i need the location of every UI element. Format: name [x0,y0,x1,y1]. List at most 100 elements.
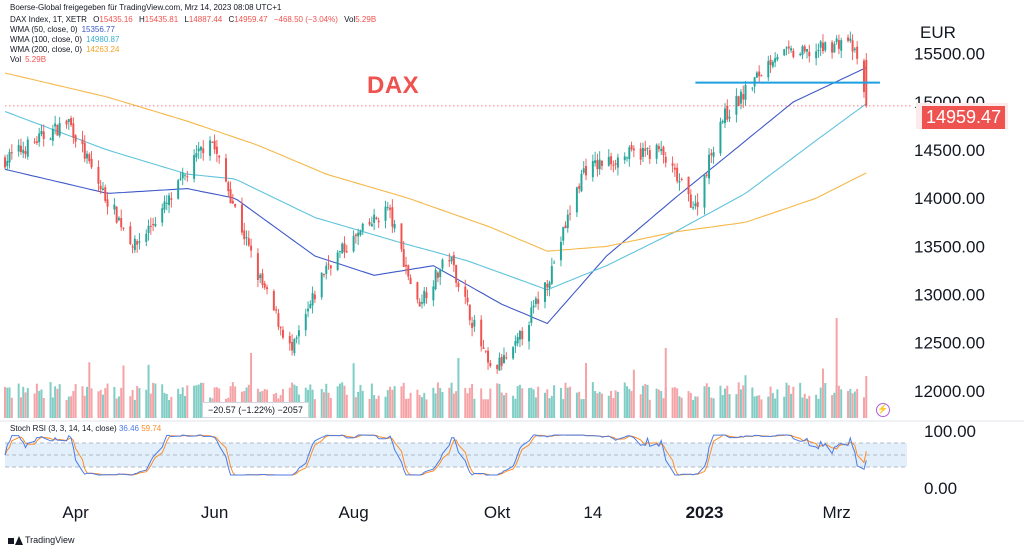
volume-bar [400,386,403,418]
candle-body [288,336,291,344]
candle-body [744,85,747,100]
indicator-legend-wma50[interactable]: WMA (50, close, 0) 15356.77 [10,25,119,35]
rsi-legend[interactable]: Stoch RSI (3, 3, 14, 14, close) 36.46 59… [10,424,162,433]
volume-bar [439,387,442,418]
candle-body [266,287,269,290]
volume-bar [54,386,57,418]
y-tick-label: 15500.00 [914,45,985,64]
volume-bar [373,395,376,418]
candle-body [19,145,22,153]
indicator-legend-vol[interactable]: Vol 5.29B [10,55,50,65]
candle-body [712,152,715,157]
volume-bar [393,386,396,418]
volume-bar [719,385,722,418]
volume-bar [641,385,644,418]
stoch-rsi-k-line [4,434,867,476]
candle-body [808,51,811,57]
volume-bar [487,399,490,418]
candle-body [65,120,68,125]
candle-body [548,282,551,288]
candle-body [774,58,777,63]
candle-body [664,156,667,163]
y-tick-label: 12000.00 [914,382,985,401]
volume-bar [591,382,594,418]
volume-bar [352,363,355,418]
candle-body [739,91,742,104]
candle-body [152,224,155,226]
candle-body [639,148,642,160]
volume-bar [65,399,68,418]
volume-bar [19,397,22,418]
candle-body [357,232,360,237]
indicator-legend-wma100[interactable]: WMA (100, close, 0) 14980.87 [10,35,123,45]
volume-bar [129,396,132,418]
volume-bar [607,395,610,418]
candle-body [662,146,665,156]
candle-body [177,180,180,199]
candle-body [851,40,854,52]
volume-bar [694,396,697,418]
volume-bar [17,383,20,418]
candle-body [129,226,132,245]
volume-bar [104,388,107,418]
x-tick-label: Aug [338,503,368,522]
x-tick-label: Okt [484,503,511,522]
indicator-legend-wma200[interactable]: WMA (200, close, 0) 14263.24 [10,45,123,55]
candle-body [370,223,373,227]
volume-bar [291,382,294,418]
volume-bar [457,358,460,418]
candle-body [373,214,376,223]
volume-bar [51,397,54,418]
symbol-legend[interactable]: DAX Index, 1T, XETR O15435.16 H15435.81 … [10,15,380,25]
volume-bar [831,395,834,418]
candle-body [671,163,674,166]
volume-bar [170,396,173,418]
candle-body [343,243,346,252]
candle-body [758,71,761,77]
candle-body [489,362,492,366]
x-tick-label: Jun [201,503,228,522]
candle-body [689,194,692,208]
candle-body [562,226,565,241]
volume-bar [530,387,533,418]
candle-body [101,188,104,191]
volume-bar [616,391,619,418]
candle-body [250,245,253,251]
volume-bar [336,386,339,418]
candle-body [436,272,439,278]
volume-bar [853,391,856,418]
candle-body [138,241,141,243]
ohlc-volume: Vol5.29B [344,15,377,24]
candle-body [136,241,139,245]
candle-body [168,195,171,206]
candle-body [703,175,706,208]
candle-body [58,122,61,136]
volume-bar [345,394,348,418]
lightning-icon[interactable]: ⚡ [876,403,890,417]
candle-body [197,148,200,152]
candle-body [225,158,228,182]
tradingview-logo[interactable]: TradingView [8,535,75,545]
x-tick-label: Mrz [822,503,850,522]
x-tick-label: 2023 [686,503,724,522]
volume-bar [580,399,583,418]
candle-body [22,149,25,154]
volume-bar [639,394,642,418]
volume-bar [152,382,155,418]
rsi-tick-label: 0.00 [924,479,957,498]
rsi-k-value: 36.46 [118,424,139,433]
volume-bar [181,387,184,418]
volume-bar [70,396,73,418]
candle-body [591,161,594,178]
volume-bar [799,382,802,418]
candle-body [247,238,250,246]
volume-bar [88,362,91,418]
candle-body [186,176,189,178]
volume-bar [101,394,104,418]
volume-bar [502,395,505,418]
candle-body [471,322,474,328]
volume-bar [550,395,553,418]
candle-body [281,329,284,338]
candle-body [293,338,296,354]
